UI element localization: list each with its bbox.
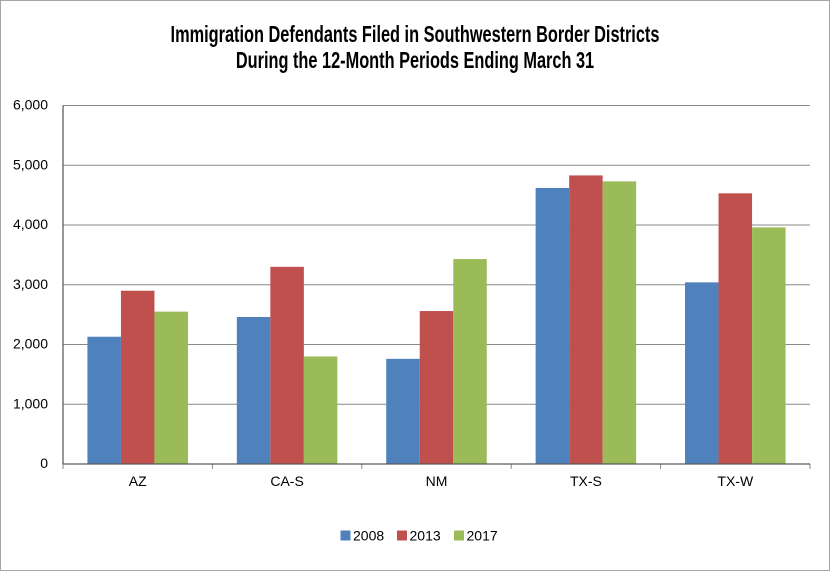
svg-text:4,000: 4,000 — [13, 216, 48, 232]
svg-text:2008: 2008 — [353, 528, 384, 544]
svg-text:2,000: 2,000 — [13, 336, 48, 352]
svg-text:AZ: AZ — [129, 473, 147, 489]
svg-text:2013: 2013 — [410, 528, 441, 544]
svg-text:1,000: 1,000 — [13, 395, 48, 411]
svg-text:TX-W: TX-W — [717, 473, 754, 489]
svg-text:5,000: 5,000 — [13, 156, 48, 172]
svg-text:NM: NM — [426, 473, 448, 489]
svg-text:2017: 2017 — [467, 528, 498, 544]
svg-text:3,000: 3,000 — [13, 276, 48, 292]
svg-text:6,000: 6,000 — [13, 97, 48, 113]
svg-text:TX-S: TX-S — [570, 473, 602, 489]
svg-text:0: 0 — [40, 455, 48, 471]
svg-text:CA-S: CA-S — [270, 473, 303, 489]
